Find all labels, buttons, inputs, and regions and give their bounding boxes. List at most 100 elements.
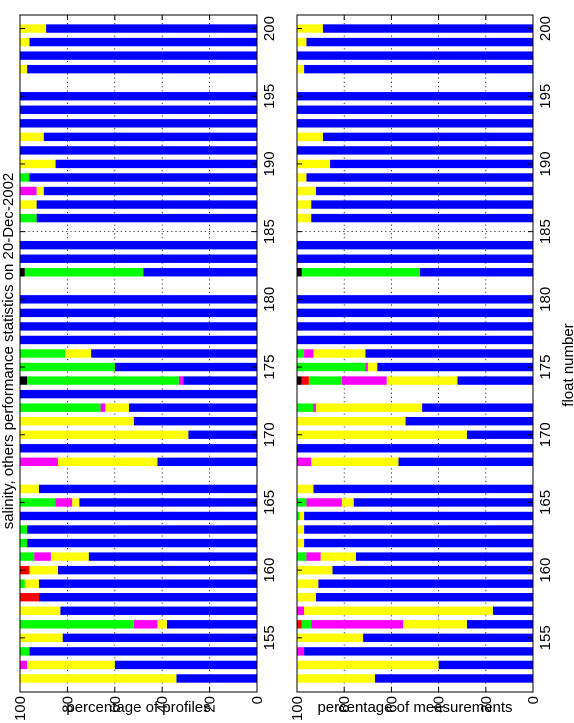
bar-segment-blue [297,92,533,101]
x-tick-label: 185 [537,219,554,244]
bar-segment-blue [183,376,257,385]
bar-segment-blue [457,376,534,385]
bar-segment-yellow [297,417,406,426]
x-axis-label: float number [560,323,574,406]
bar-segment-magenta [341,376,387,385]
x-tick-label: 200 [261,16,278,41]
y-tick-label: 20 [202,696,219,713]
bar-segment-magenta [20,660,28,670]
bar-segment-yellow [304,606,493,615]
x-tick-label: 185 [261,219,278,244]
bar-segment-yellow [20,64,28,74]
bar-segment-blue [43,186,258,196]
bar-segment-yellow [20,200,37,209]
y-tick-label: 40 [431,696,448,713]
bar-segment-blue [297,105,533,114]
bar-segment-yellow [50,552,89,561]
y-axis-label: percentage of profiles [66,699,210,716]
bar-segment-yellow [320,552,357,561]
bar-segment-blue [20,295,257,304]
bar-segment-green [20,538,28,548]
bar-segment-yellow [72,498,80,507]
bar-segment-blue [143,268,258,277]
bar-segment-yellow [297,200,312,209]
bar-segment-blue [315,186,533,196]
bar-segment-green [24,268,144,277]
bar-segment-blue [114,362,257,372]
bar-segment-yellow [297,538,305,548]
bar-segment-yellow [36,186,44,196]
bar-segment-blue [20,444,257,453]
bar-segment-blue [297,444,533,453]
y-tick-label: 60 [107,696,124,713]
plot-frame [19,14,258,693]
bar-segment-blue [422,403,533,412]
bar-segment-black [20,268,25,277]
bar-segment-blue [43,132,258,142]
bar-segment-green [20,349,66,358]
bar-segment-blue [330,159,534,169]
bar-segment-yellow [20,484,39,494]
bar-segment-blue [313,484,533,494]
bar-segment-magenta [178,376,184,385]
bar-segment-yellow [29,565,58,575]
bar-segment-blue [20,146,257,155]
bar-segment-blue [322,132,533,142]
bar-segment-blue [20,335,257,345]
bar-segment-blue [62,633,257,643]
bar-segment-blue [29,37,258,47]
bar-segment-magenta [55,498,73,507]
bar-segment-blue [20,105,257,114]
bar-segment-green [20,552,35,561]
bar-segment-green [20,173,30,182]
bar-segment-yellow [313,349,366,358]
panel-profiles: 155 160 165 170 175 180 185 190 195 200 0 20 40 60 80 1… [12,14,278,721]
bar-segment-blue [297,254,533,263]
bar-segment-blue [365,349,533,358]
bar-segment-green [20,213,37,223]
bar-segment-blue [419,268,533,277]
bar-segment-yellow [403,620,467,629]
panel-measurements: 155 160 165 170 175 180 185 190 195 200 0 20 40 60 80 1… [289,14,554,721]
plot-frame [296,14,534,693]
bar-segment-blue [20,308,257,318]
bar-segment-blue [297,335,533,345]
bar-segment-yellow [57,457,158,467]
x-tick-label: 195 [537,84,554,109]
bar-segment-magenta [306,498,342,507]
bar-segment-blue [20,119,257,128]
bar-segment-yellow [20,606,61,615]
bar-segment-blue [27,525,257,534]
bar-segment-blue [363,633,533,643]
bar-segment-blue [297,308,533,318]
x-tick-label: 170 [261,422,278,447]
bar-segment-blue [306,173,533,182]
bar-segment-yellow [297,593,316,602]
x-tick-label: 180 [537,287,554,312]
bar-segment-magenta [297,606,305,615]
bar-segment-blue [304,511,533,521]
bar-segment-blue [306,37,533,47]
bar-segment-yellow [297,484,314,494]
bar-segment-yellow [297,24,323,33]
bar-segment-blue [311,200,533,209]
bar-segment-green [297,552,307,561]
bar-segment-blue [332,565,533,575]
bar-segment-magenta [304,349,314,358]
bar-segment-green [20,620,134,629]
bar-segment-blue [492,606,534,615]
x-tick-label: 165 [261,490,278,515]
bar-segment-green [301,620,312,629]
bar-segment-yellow [297,633,364,643]
bar-segment-blue [20,240,257,250]
bar-segment-blue [133,417,257,426]
bar-segment-green [20,498,56,507]
bar-segment-blue [176,674,257,683]
bar-segment-yellow [24,579,39,588]
bar-segment-yellow [299,511,305,521]
bar-segment-yellow [311,457,399,467]
x-tick-label: 155 [537,625,554,650]
bar-segment-yellow [341,498,354,507]
bar-segment-blue [438,660,534,670]
